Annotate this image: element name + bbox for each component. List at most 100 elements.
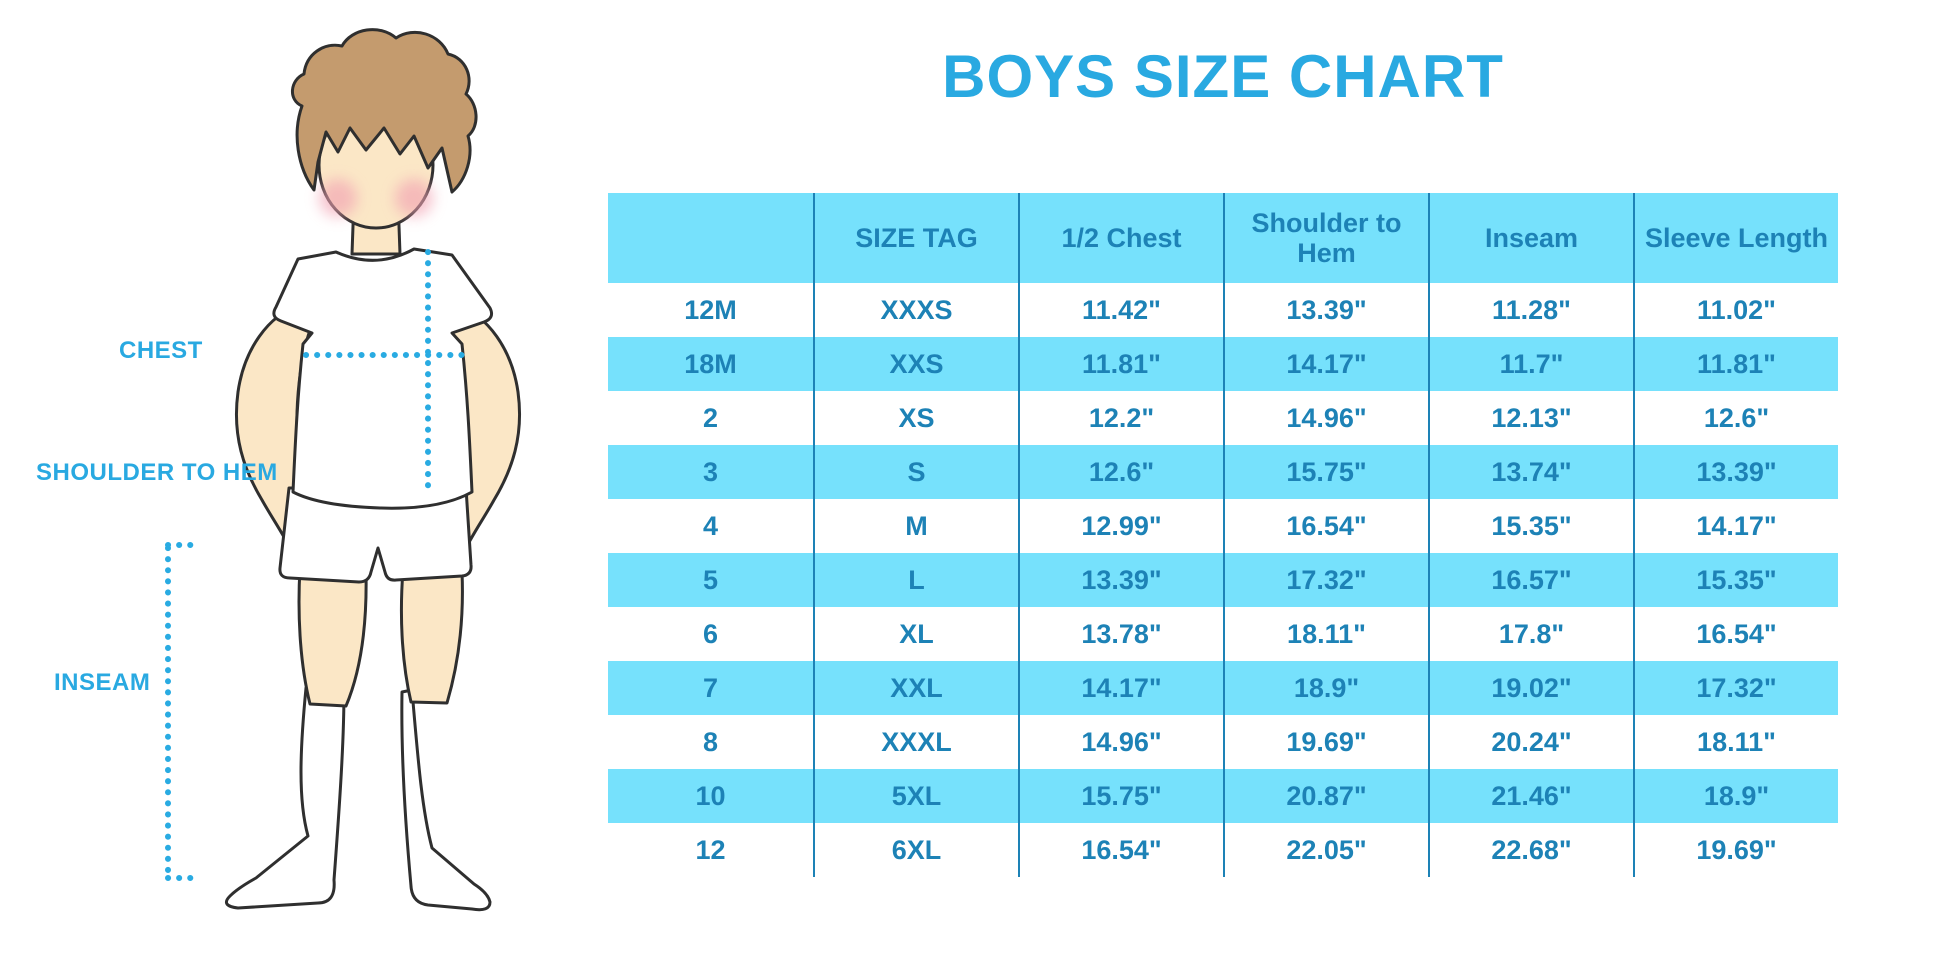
- table-cell: L: [813, 553, 1018, 607]
- table-cell: S: [813, 445, 1018, 499]
- table-cell: XXL: [813, 661, 1018, 715]
- table-cell: 7: [702, 672, 719, 703]
- column-header-inseam: Inseam: [1428, 193, 1633, 283]
- table-row: 6 XL 13.78" 18.11" 17.8" 16.54": [608, 607, 1838, 661]
- table-cell: 17.32": [1223, 553, 1428, 607]
- table-cell: 18.11": [1633, 715, 1838, 769]
- table-cell: 12.13": [1428, 391, 1633, 445]
- table-cell: 13.74": [1428, 445, 1633, 499]
- table-cell: 11.42": [1018, 283, 1223, 337]
- column-header-size-tag: SIZE TAG: [813, 193, 1018, 283]
- table-cell: 15.35": [1633, 553, 1838, 607]
- table-cell: 11.28": [1428, 283, 1633, 337]
- table-row: 12 6XL 16.54" 22.05" 22.68" 19.69": [608, 823, 1838, 877]
- table-row: 18M XXS 11.81" 14.17" 11.7" 11.81": [608, 337, 1838, 391]
- table-cell: 22.68": [1428, 823, 1633, 877]
- size-table-body: 12M XXXS 11.42" 13.39" 11.28" 11.02" 18M XXS 11.…: [608, 283, 1838, 877]
- table-cell: 18.11": [1223, 607, 1428, 661]
- table-row: 2 XS 12.2" 14.96" 12.13" 12.6": [608, 391, 1838, 445]
- right-cheek: [395, 179, 433, 217]
- table-cell: 14.17": [1018, 661, 1223, 715]
- table-row: 5 L 13.39" 17.32" 16.57" 15.35": [608, 553, 1838, 607]
- shorts: [278, 486, 473, 584]
- table-cell: 22.05": [1223, 823, 1428, 877]
- right-sock: [400, 688, 492, 912]
- right-thigh: [399, 568, 464, 705]
- table-cell: 19.69": [1223, 715, 1428, 769]
- table-cell: 11.81": [1633, 337, 1838, 391]
- table-cell: 12: [695, 834, 726, 865]
- page-title: BOYS SIZE CHART: [942, 43, 1504, 110]
- table-cell: 18M: [684, 348, 737, 379]
- left-thigh: [297, 566, 368, 708]
- table-cell: 13.39": [1018, 553, 1223, 607]
- table-cell: XXS: [813, 337, 1018, 391]
- table-cell: 16.54": [1633, 607, 1838, 661]
- table-cell: 21.46": [1428, 769, 1633, 823]
- table-cell: 13.39": [1633, 445, 1838, 499]
- table-cell: XXXS: [813, 283, 1018, 337]
- table-cell: 15.35": [1428, 499, 1633, 553]
- table-cell: 16.54": [1018, 823, 1223, 877]
- table-cell: 18.9": [1223, 661, 1428, 715]
- table-cell: 17.32": [1633, 661, 1838, 715]
- table-cell: 12M: [684, 294, 737, 325]
- table-cell: 16.57": [1428, 553, 1633, 607]
- left-cheek: [319, 179, 357, 217]
- left-sock: [224, 686, 346, 910]
- table-cell: 12.6": [1633, 391, 1838, 445]
- table-cell: 8: [702, 726, 719, 757]
- table-cell: 12.99": [1018, 499, 1223, 553]
- inseam-label: INSEAM: [54, 669, 151, 696]
- table-cell: 14.17": [1633, 499, 1838, 553]
- table-cell: 19.69": [1633, 823, 1838, 877]
- boy-measurement-figure: [0, 0, 600, 950]
- table-cell: 15.75": [1223, 445, 1428, 499]
- table-cell: 13.78": [1018, 607, 1223, 661]
- table-cell: M: [813, 499, 1018, 553]
- table-cell: 6XL: [813, 823, 1018, 877]
- column-header-size: [608, 193, 813, 283]
- table-cell: 15.75": [1018, 769, 1223, 823]
- size-table-header-row: SIZE TAG 1/2 Chest Shoulder to Hem Inseam Sl…: [608, 193, 1838, 283]
- t-shirt: [272, 247, 493, 510]
- table-cell: 19.02": [1428, 661, 1633, 715]
- table-row: 3 S 12.6" 15.75" 13.74" 13.39": [608, 445, 1838, 499]
- table-row: 8 XXXL 14.96" 19.69" 20.24" 18.11": [608, 715, 1838, 769]
- column-header-1-2-chest: 1/2 Chest: [1018, 193, 1223, 283]
- table-cell: 6: [702, 618, 719, 649]
- table-cell: 16.54": [1223, 499, 1428, 553]
- table-cell: XS: [813, 391, 1018, 445]
- table-cell: 18.9": [1633, 769, 1838, 823]
- table-cell: 13.39": [1223, 283, 1428, 337]
- table-cell: 5: [702, 564, 719, 595]
- column-header-sleeve-length: Sleeve Length: [1633, 193, 1838, 283]
- boy-figure-svg: [165, 28, 522, 912]
- table-cell: 20.24": [1428, 715, 1633, 769]
- table-cell: 20.87": [1223, 769, 1428, 823]
- table-cell: 17.8": [1428, 607, 1633, 661]
- table-cell: 14.96": [1223, 391, 1428, 445]
- hair: [291, 28, 478, 194]
- table-cell: 5XL: [813, 769, 1018, 823]
- table-row: 4 M 12.99" 16.54" 15.35" 14.17": [608, 499, 1838, 553]
- table-row: 7 XXL 14.17" 18.9" 19.02" 17.32": [608, 661, 1838, 715]
- table-cell: 11.7": [1428, 337, 1633, 391]
- table-cell: 2: [702, 402, 719, 433]
- table-cell: XXXL: [813, 715, 1018, 769]
- table-cell: 14.17": [1223, 337, 1428, 391]
- table-row: 10 5XL 15.75" 20.87" 21.46" 18.9": [608, 769, 1838, 823]
- table-cell: 12.6": [1018, 445, 1223, 499]
- chest-label: CHEST: [119, 337, 203, 364]
- table-cell: 12.2": [1018, 391, 1223, 445]
- table-cell: XL: [813, 607, 1018, 661]
- table-cell: 14.96": [1018, 715, 1223, 769]
- table-cell: 11.02": [1633, 283, 1838, 337]
- shoulder-to-hem-label: SHOULDER TO HEM: [36, 459, 278, 486]
- table-cell: 10: [695, 780, 726, 811]
- size-table: SIZE TAG 1/2 Chest Shoulder to Hem Inseam Sl…: [608, 193, 1838, 877]
- table-cell: 3: [702, 456, 719, 487]
- column-header-shoulder-to-hem: Shoulder to Hem: [1223, 193, 1428, 283]
- table-row: 12M XXXS 11.42" 13.39" 11.28" 11.02": [608, 283, 1838, 337]
